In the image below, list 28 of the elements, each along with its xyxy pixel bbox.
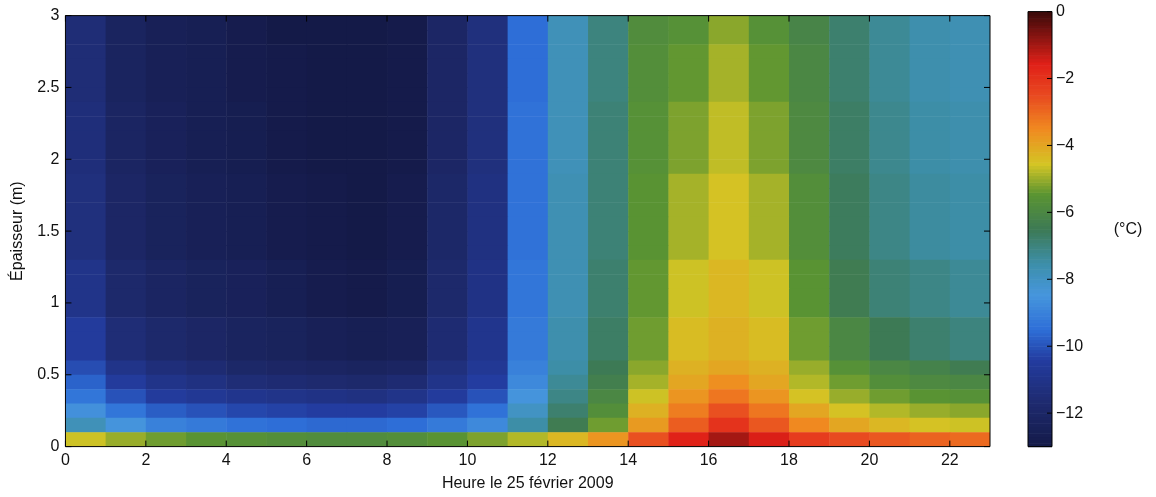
- y-tick-label: 3: [50, 6, 60, 24]
- x-tick-label: 8: [382, 450, 392, 468]
- color-bar-label: −6: [1056, 202, 1075, 220]
- x-tick-label: 12: [538, 450, 557, 468]
- color-bar-label: −4: [1056, 135, 1075, 153]
- color-bar-label: −12: [1056, 403, 1084, 421]
- x-tick-label: 14: [619, 450, 638, 468]
- y-tick-label: 2.5: [37, 77, 60, 95]
- x-tick-label: 16: [699, 450, 718, 468]
- color-bar-label: 0: [1056, 2, 1065, 20]
- y-tick-label: 0: [50, 437, 60, 455]
- x-tick-label: 4: [221, 450, 231, 468]
- color-bar-label: −8: [1056, 269, 1075, 287]
- color-bar-label: −10: [1056, 336, 1084, 354]
- color-bar-label: −2: [1056, 68, 1075, 86]
- x-tick-label: 6: [302, 450, 312, 468]
- x-tick-label: 2: [141, 450, 151, 468]
- y-axis-title: Épaisseur (m): [7, 181, 26, 281]
- color-bar-title: (°C): [1113, 219, 1143, 237]
- x-axis-title: Heure le 25 février 2009: [441, 473, 614, 491]
- y-tick-label: 2: [50, 149, 60, 167]
- x-tick-label: 18: [780, 450, 799, 468]
- y-tick-label: 1: [50, 293, 60, 311]
- x-tick-label: 20: [860, 450, 879, 468]
- x-tick-label: 22: [940, 450, 959, 468]
- x-tick-label: 10: [458, 450, 477, 468]
- y-tick-label: 0.5: [37, 365, 60, 383]
- y-tick-label: 1.5: [37, 221, 60, 239]
